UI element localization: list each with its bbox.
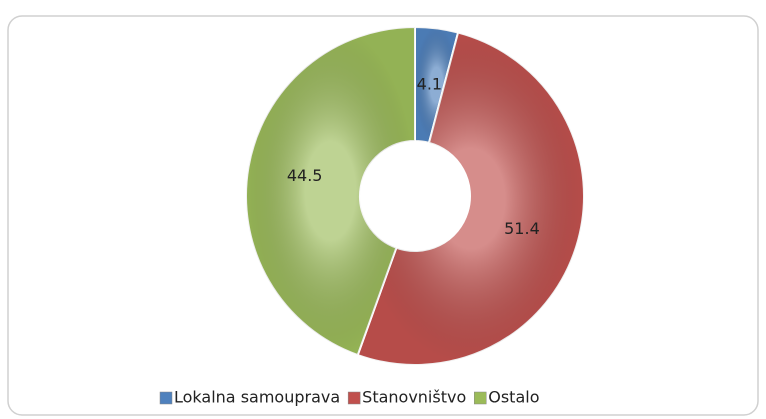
legend-label: Stanovništvo [362, 388, 466, 407]
chart-frame [7, 15, 759, 416]
legend-swatch [159, 391, 173, 405]
slice-shade [415, 27, 459, 143]
data-label: 51.4 [504, 219, 540, 238]
legend-label: Lokalna samouprava [174, 388, 340, 407]
legend-swatch [474, 391, 487, 405]
data-label: 44.5 [287, 166, 323, 185]
data-label: 4.1 [417, 74, 442, 93]
slice-shade [357, 32, 584, 365]
legend-label: Ostalo [488, 388, 539, 407]
slice-shade [246, 27, 415, 356]
legend-swatch [347, 391, 361, 405]
